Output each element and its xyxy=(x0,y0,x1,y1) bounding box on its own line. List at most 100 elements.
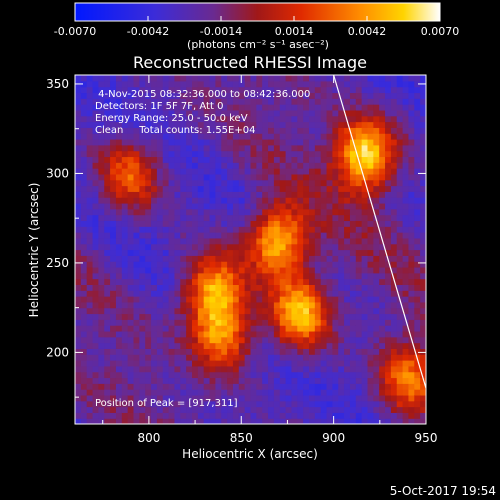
heatmap-cell xyxy=(145,278,152,285)
heatmap-cell xyxy=(86,394,94,402)
heatmap-cell xyxy=(104,266,111,274)
heatmap-cell xyxy=(133,214,140,222)
heatmap-cell xyxy=(232,296,240,303)
heatmap-cell xyxy=(344,394,351,402)
heatmap-cell xyxy=(338,301,345,309)
heatmap-cell xyxy=(314,220,322,227)
heatmap-cell xyxy=(168,104,176,111)
heatmap-cell xyxy=(291,220,298,227)
heatmap-cell xyxy=(390,162,398,169)
heatmap-cell xyxy=(86,173,94,181)
heatmap-cell xyxy=(186,348,193,355)
colorbar-tick-label: 0.0014 xyxy=(275,25,314,38)
heatmap-cell xyxy=(115,133,123,140)
heatmap-cell xyxy=(303,412,310,419)
heatmap-cell xyxy=(133,197,140,204)
heatmap-cell xyxy=(396,168,404,175)
heatmap-cell xyxy=(303,173,310,181)
heatmap-cell xyxy=(349,115,357,123)
heatmap-cell xyxy=(379,173,386,181)
heatmap-cell xyxy=(262,354,269,361)
heatmap-cell xyxy=(232,173,240,181)
heatmap-cell xyxy=(80,255,88,262)
heatmap-cell xyxy=(297,156,304,163)
heatmap-cell xyxy=(285,104,293,111)
heatmap-cell xyxy=(110,86,117,94)
heatmap-cell xyxy=(344,237,351,245)
heatmap-cell xyxy=(408,127,415,134)
heatmap-cell xyxy=(133,319,140,326)
heatmap-cell xyxy=(151,202,158,210)
heatmap-cell xyxy=(414,313,421,320)
heatmap-cell xyxy=(203,75,211,82)
heatmap-cell xyxy=(385,168,392,175)
heatmap-cell xyxy=(186,296,193,303)
heatmap-cell xyxy=(104,232,111,239)
heatmap-cell xyxy=(414,185,421,192)
heatmap-cell xyxy=(75,272,82,280)
heatmap-cell xyxy=(420,237,426,245)
heatmap-cell xyxy=(80,319,88,326)
heatmap-cell xyxy=(326,377,333,384)
heatmap-cell xyxy=(338,80,345,88)
heatmap-cell xyxy=(273,296,281,303)
heatmap-cell xyxy=(361,92,369,99)
heatmap-cell xyxy=(285,371,293,379)
heatmap-cell xyxy=(326,354,333,361)
heatmap-cell xyxy=(262,249,269,256)
heatmap-cell xyxy=(408,313,415,320)
heatmap-cell xyxy=(373,115,380,123)
heatmap-cell xyxy=(75,400,82,408)
heatmap-cell xyxy=(373,214,380,222)
heatmap-cell xyxy=(162,75,170,82)
heatmap-cell xyxy=(355,127,363,134)
heatmap-cell xyxy=(209,173,216,181)
heatmap-cell xyxy=(121,360,129,367)
heatmap-cell xyxy=(180,98,187,105)
heatmap-cell xyxy=(379,121,386,128)
heatmap-cell xyxy=(297,266,304,274)
heatmap-cell xyxy=(355,249,363,256)
heatmap-cell xyxy=(80,249,88,256)
heatmap-cell xyxy=(80,185,88,192)
heatmap-cell xyxy=(238,75,246,82)
heatmap-cell xyxy=(115,360,123,367)
heatmap-cell xyxy=(349,232,357,239)
heatmap-cell xyxy=(162,232,170,239)
heatmap-cell xyxy=(238,104,246,111)
heatmap-cell xyxy=(227,301,234,309)
heatmap-cell xyxy=(162,191,170,198)
heatmap-cell xyxy=(256,168,263,175)
heatmap-cell xyxy=(408,365,415,373)
heatmap-cell xyxy=(326,144,333,152)
heatmap-cell xyxy=(209,92,216,99)
heatmap-cell xyxy=(75,418,82,424)
heatmap-cell xyxy=(180,127,187,134)
heatmap-cell xyxy=(326,92,333,99)
heatmap-cell xyxy=(92,168,99,175)
heatmap-cell xyxy=(162,162,170,169)
heatmap-cell xyxy=(338,348,345,355)
heatmap-cell xyxy=(361,138,369,146)
heatmap-cell xyxy=(326,226,333,233)
heatmap-cell xyxy=(273,418,281,424)
heatmap-cell xyxy=(297,319,304,326)
heatmap-cell xyxy=(244,150,252,158)
heatmap-cell xyxy=(303,342,310,349)
heatmap-cell xyxy=(332,394,339,402)
heatmap-cell xyxy=(133,179,140,187)
heatmap-cell xyxy=(268,243,275,251)
heatmap-cell xyxy=(86,80,94,88)
heatmap-cell xyxy=(291,162,298,169)
heatmap-cell xyxy=(127,202,135,210)
heatmap-cell xyxy=(396,243,404,251)
heatmap-cell xyxy=(104,150,111,158)
heatmap-cell xyxy=(309,307,316,315)
heatmap-cell xyxy=(168,383,176,390)
heatmap-cell xyxy=(291,336,298,344)
heatmap-cell xyxy=(314,98,322,105)
heatmap-cell xyxy=(297,144,304,152)
heatmap-cell xyxy=(186,144,193,152)
colorbar-tick-label: 0.0042 xyxy=(348,25,387,38)
heatmap-cell xyxy=(250,278,257,285)
